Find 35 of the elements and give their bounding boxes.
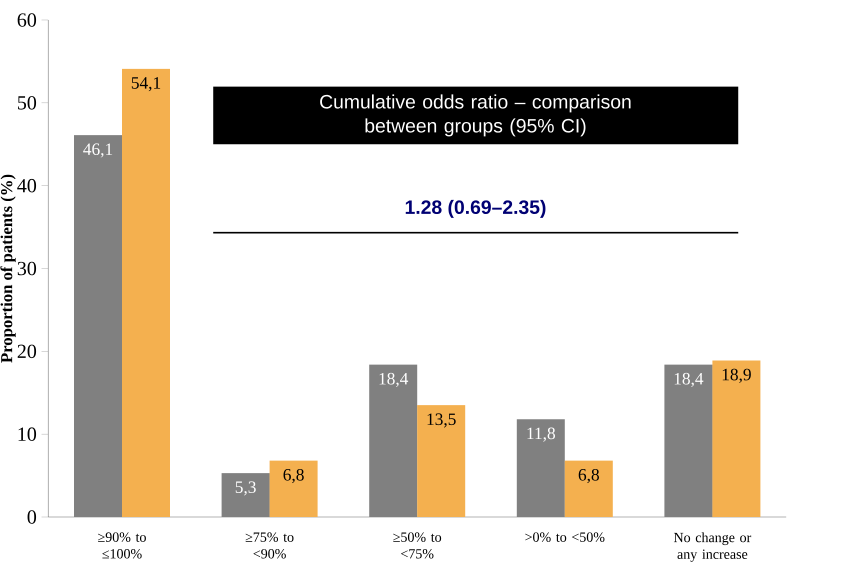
x-tick-label: No change or any increase — [674, 532, 752, 562]
bar — [74, 135, 122, 517]
bar — [122, 68, 170, 517]
bar — [417, 405, 466, 517]
y-tick-label: 40 — [17, 178, 36, 192]
x-tick-label: ≥90% to ≤100% — [98, 532, 146, 559]
y-tick-label: 10 — [18, 427, 36, 441]
y-tick-label: 30 — [18, 262, 36, 276]
data-label: 6,8 — [578, 468, 599, 484]
y-tick-label: 60 — [18, 13, 36, 27]
bar — [564, 460, 613, 517]
bar — [369, 364, 418, 517]
data-label: 18,4 — [674, 372, 704, 388]
y-tick-label: 50 — [18, 96, 36, 110]
y-tick-label: 20 — [18, 344, 36, 358]
bar — [516, 419, 565, 517]
bar — [222, 473, 270, 517]
bar — [712, 360, 760, 517]
data-label: 11,8 — [527, 428, 555, 442]
data-label: 13,5 — [428, 413, 456, 428]
annotation: 1.28 (0.69–2.35) — [406, 200, 546, 218]
y-axis-title: Proportion of patients (%) — [0, 174, 16, 363]
bar — [664, 364, 712, 517]
data-label: 6,8 — [284, 468, 304, 484]
bar — [270, 460, 318, 517]
data-label: 46,1 — [83, 143, 112, 158]
y-tick-label: 0 — [28, 510, 36, 524]
x-tick-label: ≥75% to <90% — [246, 532, 294, 559]
x-tick-label: ≥50% to <75% — [393, 532, 442, 559]
data-label: 18,4 — [380, 372, 408, 388]
data-label: 54,1 — [132, 77, 160, 92]
x-tick-label: >0% to <50% — [525, 532, 604, 542]
data-label: 5,3 — [236, 481, 256, 496]
data-label: 18,9 — [722, 368, 751, 383]
annotation: Cumulative odds ratio – comparison between groups (95% CI) — [320, 94, 631, 136]
